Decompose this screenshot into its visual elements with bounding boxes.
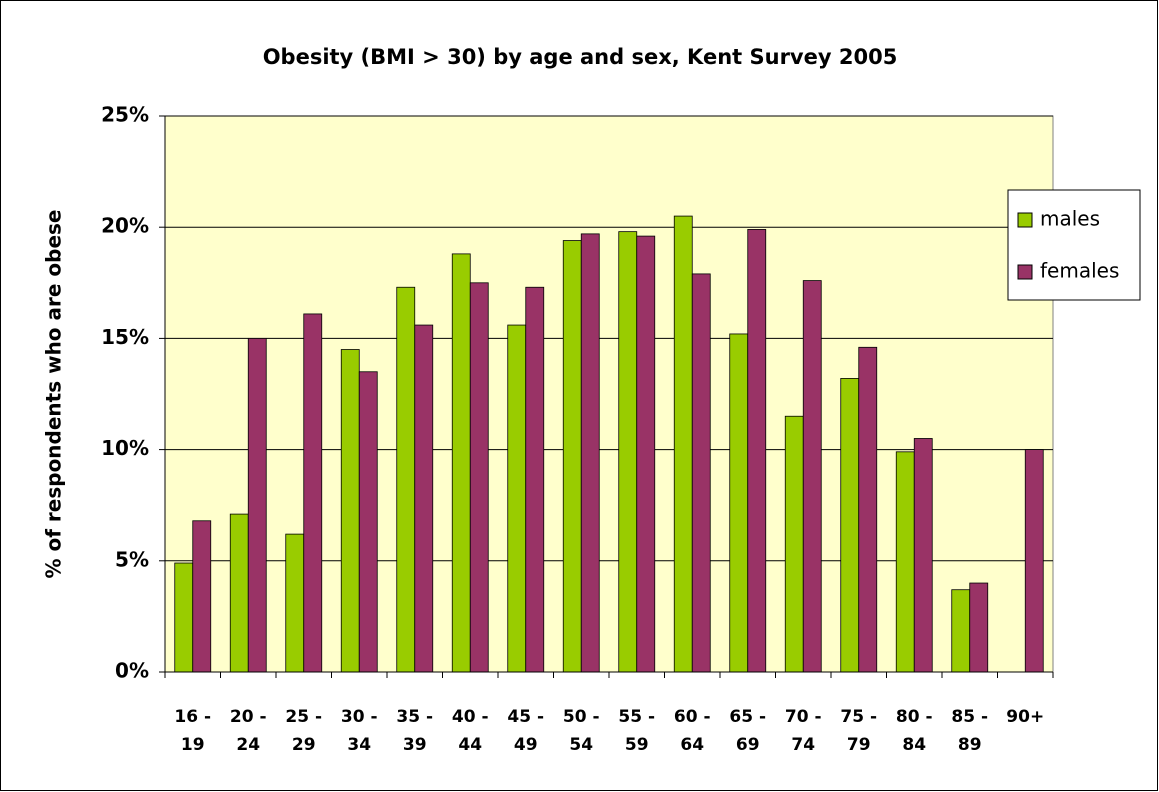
- bar: [507, 324, 527, 673]
- x-tick-label: 75 - 79: [840, 707, 878, 755]
- x-tick-label: 90+: [1006, 707, 1045, 727]
- bar: [951, 589, 971, 673]
- x-tick-label: 45 - 49: [507, 707, 545, 755]
- chart-title: Obesity (BMI > 30) by age and sex, Kent …: [263, 45, 898, 69]
- bar: [636, 235, 656, 673]
- bar: [691, 273, 711, 673]
- x-tick-label: 40 - 44: [451, 707, 489, 755]
- bar: [285, 533, 305, 673]
- bar: [229, 513, 249, 673]
- bar: [396, 286, 416, 673]
- x-tick-label: 20 - 24: [229, 707, 267, 755]
- legend-label: males: [1040, 207, 1100, 231]
- bar: [525, 286, 545, 673]
- legend-swatch: [1017, 264, 1033, 280]
- bar: [580, 233, 600, 673]
- x-tick-label: 16 - 19: [174, 707, 212, 755]
- bar: [747, 229, 767, 673]
- x-tick-label: 50 - 54: [562, 707, 600, 755]
- legend-swatch: [1017, 212, 1033, 228]
- bar: [858, 346, 878, 673]
- bar: [673, 215, 693, 673]
- x-tick-label: 85 - 89: [951, 707, 989, 755]
- y-tick-label: 15%: [101, 325, 149, 349]
- bar: [192, 520, 212, 673]
- y-axis-label: % of respondents who are obese: [42, 210, 66, 579]
- bar: [895, 451, 915, 673]
- bar: [358, 371, 378, 673]
- bar: [913, 438, 933, 673]
- bar: [969, 582, 989, 673]
- bar: [562, 240, 582, 673]
- bar: [174, 562, 194, 673]
- bar: [247, 337, 267, 673]
- bar: [840, 378, 860, 673]
- bar: [340, 349, 360, 673]
- x-tick-label: 30 - 34: [340, 707, 378, 755]
- bar: [802, 280, 822, 673]
- y-tick-label: 0%: [115, 659, 149, 683]
- bar: [729, 333, 749, 673]
- bar: [784, 415, 804, 673]
- bar: [303, 313, 323, 673]
- y-tick-label: 25%: [101, 103, 149, 127]
- x-tick-label: 65 - 69: [729, 707, 767, 755]
- x-tick-label: 25 - 29: [285, 707, 323, 755]
- x-tick-label: 55 - 59: [618, 707, 656, 755]
- bar: [618, 231, 638, 673]
- x-tick-label: 35 - 39: [396, 707, 434, 755]
- bar: [469, 282, 489, 673]
- x-tick-label: 60 - 64: [673, 707, 711, 755]
- bar: [414, 324, 434, 673]
- x-tick-label: 80 - 84: [895, 707, 933, 755]
- bar: [1024, 449, 1044, 673]
- x-tick-label: 70 - 74: [784, 707, 822, 755]
- legend-label: females: [1040, 259, 1119, 283]
- y-tick-label: 5%: [115, 547, 149, 571]
- y-tick-label: 20%: [101, 214, 149, 238]
- legend-box: [1007, 189, 1141, 301]
- bar: [451, 253, 471, 673]
- y-tick-label: 10%: [101, 436, 149, 460]
